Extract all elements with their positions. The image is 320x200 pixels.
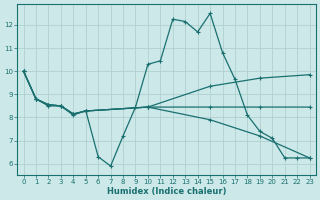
X-axis label: Humidex (Indice chaleur): Humidex (Indice chaleur) — [107, 187, 226, 196]
